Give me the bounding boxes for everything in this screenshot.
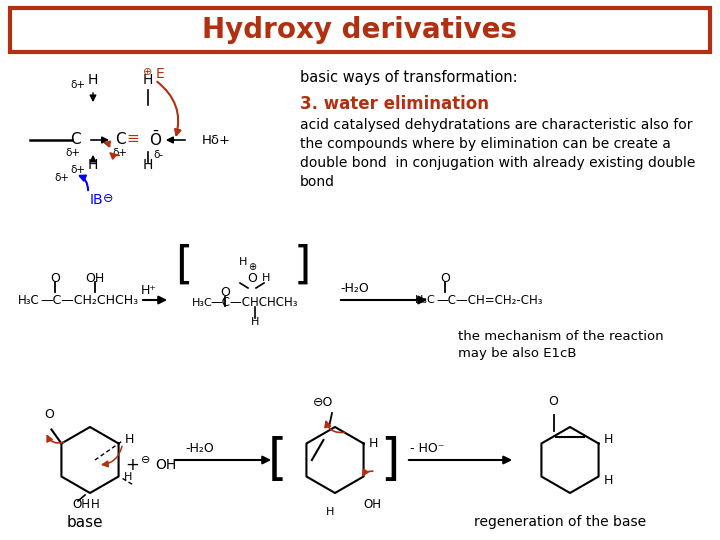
Text: OH: OH bbox=[363, 498, 381, 511]
Text: ⊖O: ⊖O bbox=[312, 396, 333, 409]
Text: H: H bbox=[262, 273, 270, 283]
Text: regeneration of the base: regeneration of the base bbox=[474, 515, 646, 529]
Text: O: O bbox=[440, 272, 450, 285]
Text: base: base bbox=[67, 515, 103, 530]
Text: IB: IB bbox=[90, 193, 104, 207]
Text: H₃C: H₃C bbox=[192, 298, 212, 308]
Text: -H₂O: -H₂O bbox=[185, 442, 214, 455]
Text: δ+: δ+ bbox=[112, 148, 127, 158]
Text: [: [ bbox=[175, 244, 193, 287]
Text: H: H bbox=[125, 433, 134, 446]
Text: H: H bbox=[88, 73, 98, 87]
Text: δ+: δ+ bbox=[66, 148, 81, 158]
Text: O: O bbox=[45, 408, 54, 422]
Text: δ+: δ+ bbox=[55, 173, 70, 183]
Text: H: H bbox=[88, 158, 98, 172]
Text: H₃C: H₃C bbox=[415, 295, 436, 305]
Text: basic ways of transformation:: basic ways of transformation: bbox=[300, 70, 518, 85]
Text: OH: OH bbox=[155, 458, 176, 472]
Text: O: O bbox=[50, 272, 60, 285]
Text: H: H bbox=[239, 257, 247, 267]
Text: -H₂O: -H₂O bbox=[340, 281, 369, 294]
Text: δ+: δ+ bbox=[71, 165, 86, 175]
Text: ]: ] bbox=[380, 436, 400, 484]
Text: +: + bbox=[125, 456, 139, 474]
Text: O: O bbox=[247, 272, 257, 285]
Text: ⊖: ⊖ bbox=[141, 455, 150, 465]
Text: E: E bbox=[156, 67, 164, 81]
Text: —C—CH₂CHCH₃: —C—CH₂CHCH₃ bbox=[40, 294, 138, 307]
Text: —C—CHCHCH₃: —C—CHCHCH₃ bbox=[210, 296, 297, 309]
Text: H₃C: H₃C bbox=[18, 294, 40, 307]
Text: δ-: δ- bbox=[153, 150, 163, 160]
Text: Hydroxy derivatives: Hydroxy derivatives bbox=[202, 16, 518, 44]
Text: ⊖: ⊖ bbox=[103, 192, 113, 205]
Text: H: H bbox=[143, 73, 153, 87]
Text: OH: OH bbox=[86, 272, 104, 285]
Text: H: H bbox=[251, 317, 259, 327]
Text: H: H bbox=[326, 507, 334, 517]
Text: H: H bbox=[91, 498, 99, 511]
Text: Ō: Ō bbox=[149, 132, 161, 147]
Text: O: O bbox=[549, 395, 559, 408]
Text: [: [ bbox=[267, 436, 287, 484]
Text: H⁺: H⁺ bbox=[141, 284, 157, 296]
Text: Hδ+: Hδ+ bbox=[202, 133, 231, 146]
Text: ⊕: ⊕ bbox=[143, 67, 153, 77]
Text: 3. water elimination: 3. water elimination bbox=[300, 95, 489, 113]
Text: - HO⁻: - HO⁻ bbox=[410, 442, 444, 455]
Text: H: H bbox=[143, 158, 153, 172]
FancyBboxPatch shape bbox=[10, 8, 710, 52]
Text: δ+: δ+ bbox=[71, 80, 86, 90]
Text: ≡: ≡ bbox=[127, 132, 140, 146]
Text: ⊕: ⊕ bbox=[248, 262, 256, 272]
Text: H: H bbox=[124, 471, 132, 482]
Text: H: H bbox=[369, 437, 378, 450]
Text: OH: OH bbox=[72, 498, 90, 511]
Text: the mechanism of the reaction
may be also E1cB: the mechanism of the reaction may be als… bbox=[458, 330, 664, 360]
Text: —C—CH=CH₂-CH₃: —C—CH=CH₂-CH₃ bbox=[436, 294, 542, 307]
Text: O: O bbox=[220, 286, 230, 299]
Text: H: H bbox=[603, 474, 613, 487]
Text: C: C bbox=[114, 132, 125, 147]
Text: acid catalysed dehydratations are characteristic also for
the compounds where by: acid catalysed dehydratations are charac… bbox=[300, 118, 696, 189]
Text: H: H bbox=[603, 433, 613, 446]
Text: ]: ] bbox=[293, 244, 311, 287]
Text: C: C bbox=[70, 132, 81, 147]
